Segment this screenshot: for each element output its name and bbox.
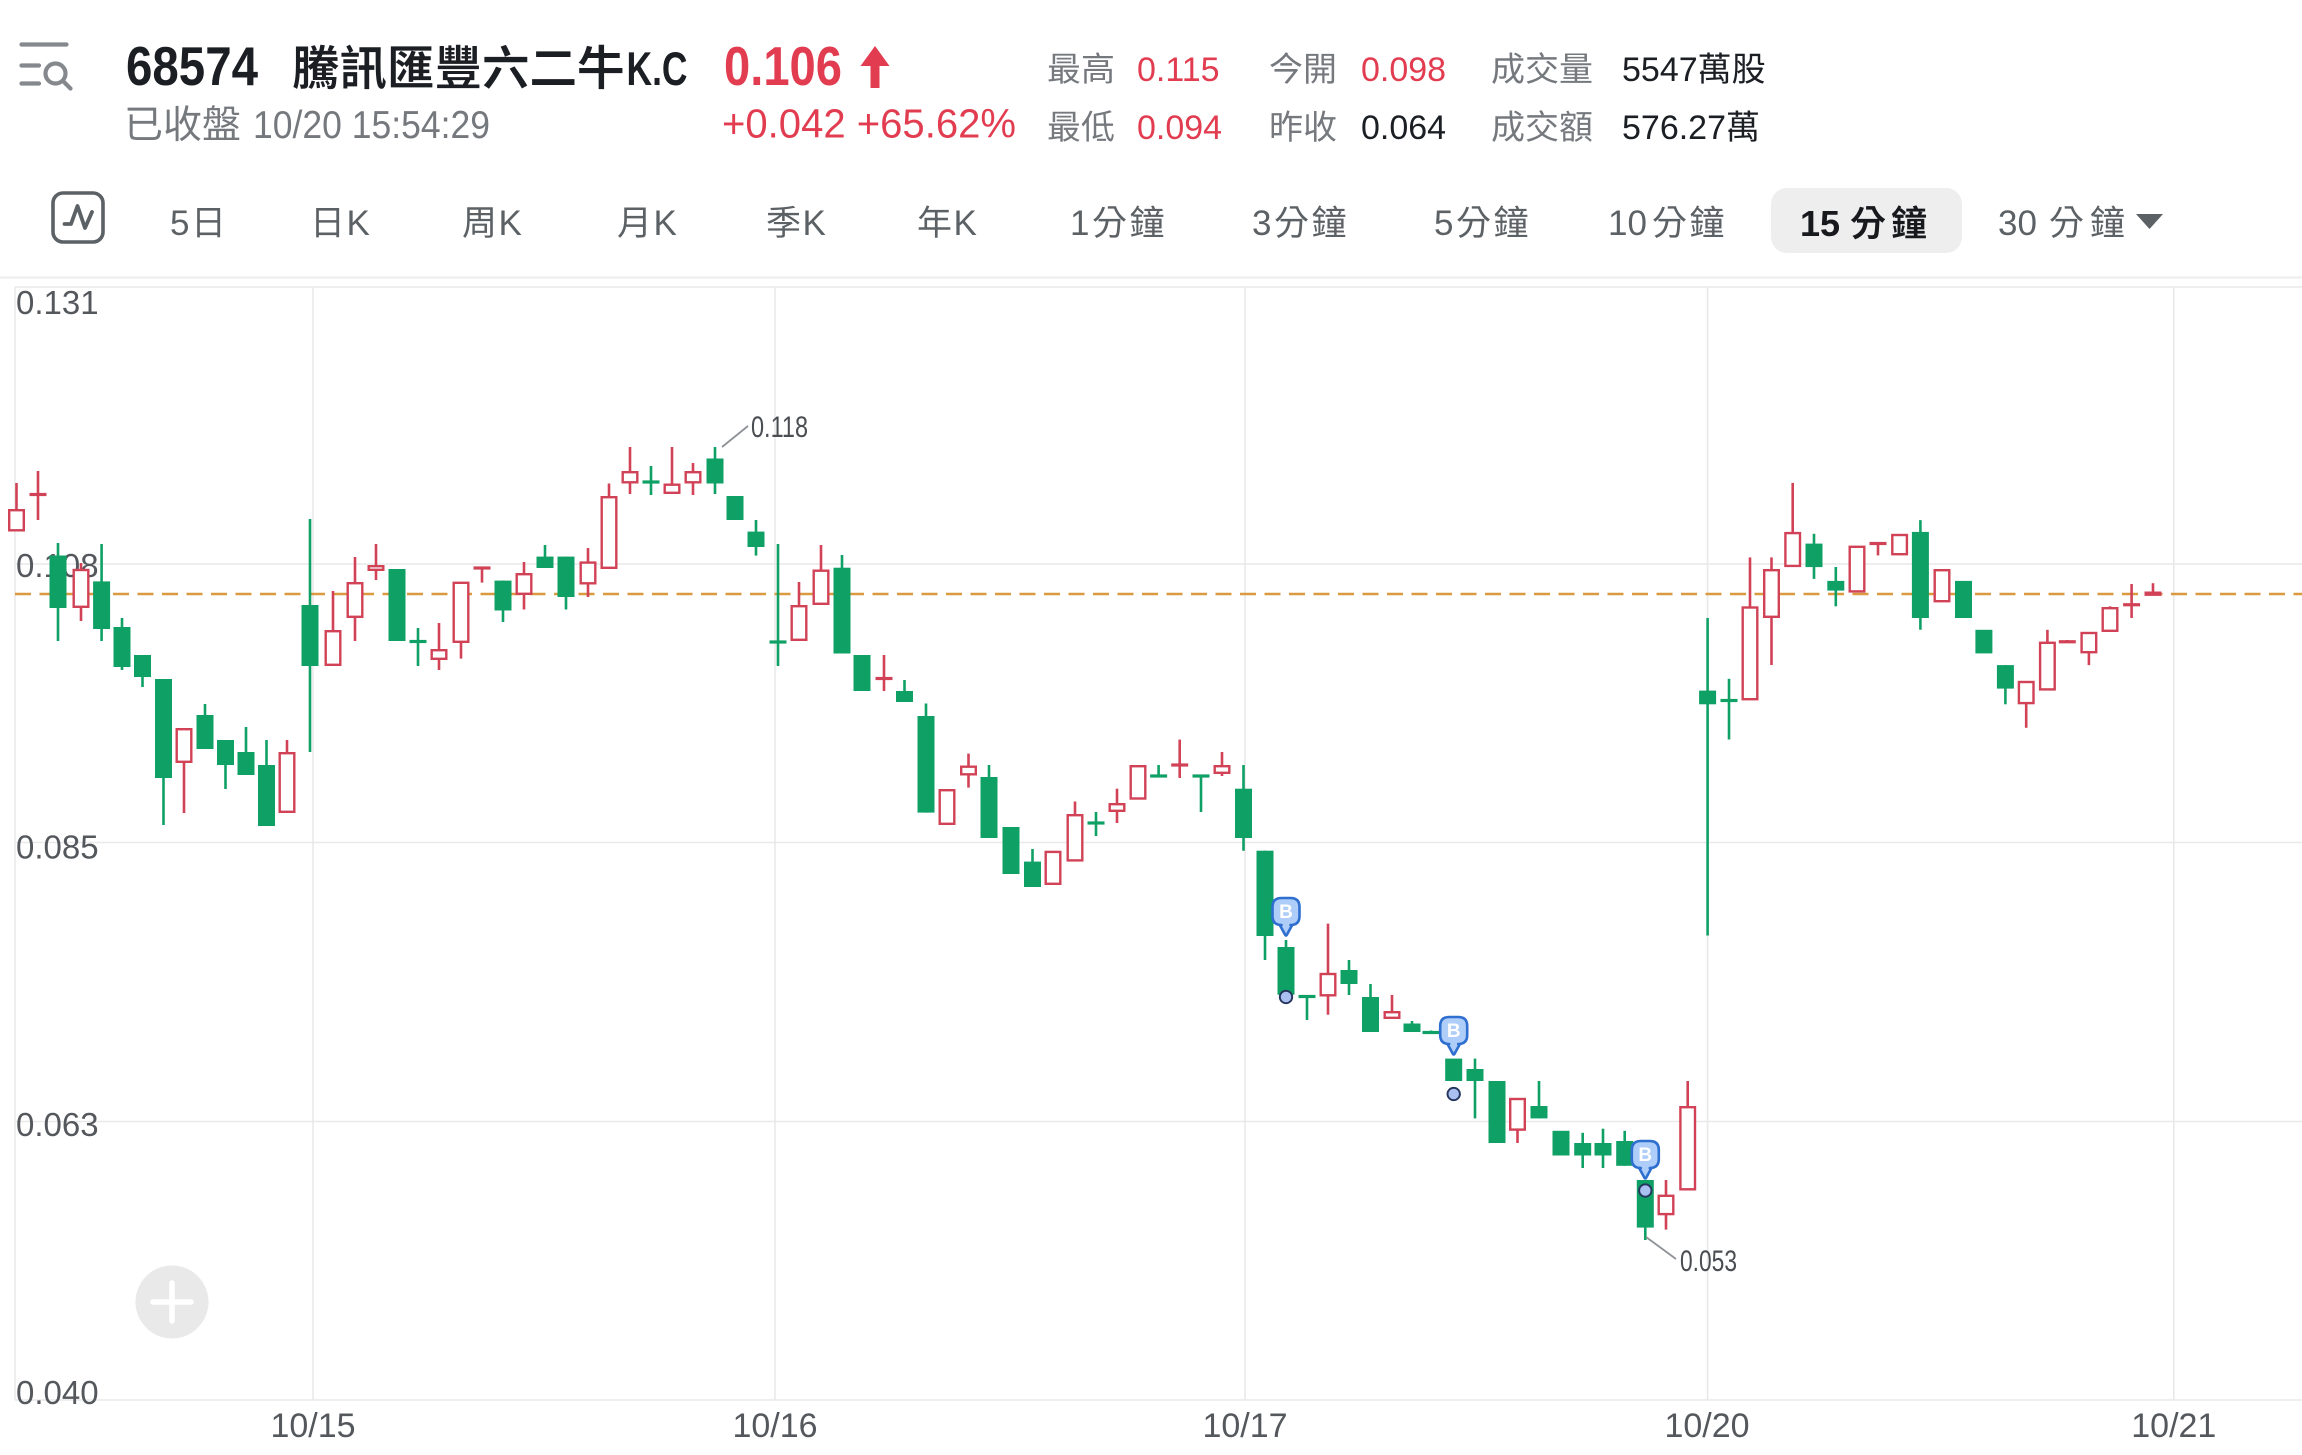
svg-text:10/21: 10/21 [2131, 1407, 2216, 1445]
svg-text:5547: 5547 [1622, 51, 1698, 89]
svg-text:B: B [1638, 1145, 1652, 1166]
svg-text:10/20: 10/20 [1664, 1407, 1749, 1445]
svg-text:10/15: 10/15 [270, 1407, 355, 1445]
svg-text:0.106: 0.106 [724, 35, 842, 97]
svg-text:K: K [347, 204, 370, 243]
svg-text:5: 5 [1434, 204, 1453, 243]
svg-text:68574: 68574 [126, 35, 258, 97]
svg-text:0.063: 0.063 [16, 1106, 99, 1143]
svg-text:K: K [954, 204, 977, 243]
svg-text:0.094: 0.094 [1137, 109, 1222, 147]
svg-text:K: K [803, 204, 826, 243]
svg-text:B: B [1447, 1021, 1461, 1042]
svg-text:30: 30 [1998, 204, 2037, 243]
svg-text:10/16: 10/16 [732, 1407, 817, 1445]
svg-text:10/17: 10/17 [1202, 1407, 1287, 1445]
svg-text:15: 15 [1800, 203, 1840, 244]
svg-text:0.118: 0.118 [751, 411, 808, 444]
svg-text:K: K [499, 204, 522, 243]
svg-text:0.064: 0.064 [1361, 109, 1446, 147]
svg-text:0.085: 0.085 [16, 829, 99, 866]
svg-text:1: 1 [1070, 204, 1089, 243]
svg-text:K: K [654, 204, 677, 243]
svg-text:5: 5 [170, 204, 189, 243]
svg-text:3: 3 [1252, 204, 1271, 243]
svg-text:B: B [1279, 902, 1293, 923]
svg-text:K.C: K.C [627, 43, 688, 96]
svg-text:0.115: 0.115 [1137, 51, 1220, 89]
svg-text:10/20 15:54:29: 10/20 15:54:29 [253, 104, 490, 147]
svg-text:0.053: 0.053 [1680, 1245, 1737, 1278]
svg-text:0.040: 0.040 [16, 1374, 99, 1411]
svg-text:10: 10 [1608, 204, 1647, 243]
svg-text:+0.042 +65.62%: +0.042 +65.62% [722, 101, 1016, 147]
svg-text:0.098: 0.098 [1361, 51, 1446, 89]
svg-text:0.131: 0.131 [16, 284, 99, 321]
svg-text:576.27: 576.27 [1622, 109, 1726, 147]
